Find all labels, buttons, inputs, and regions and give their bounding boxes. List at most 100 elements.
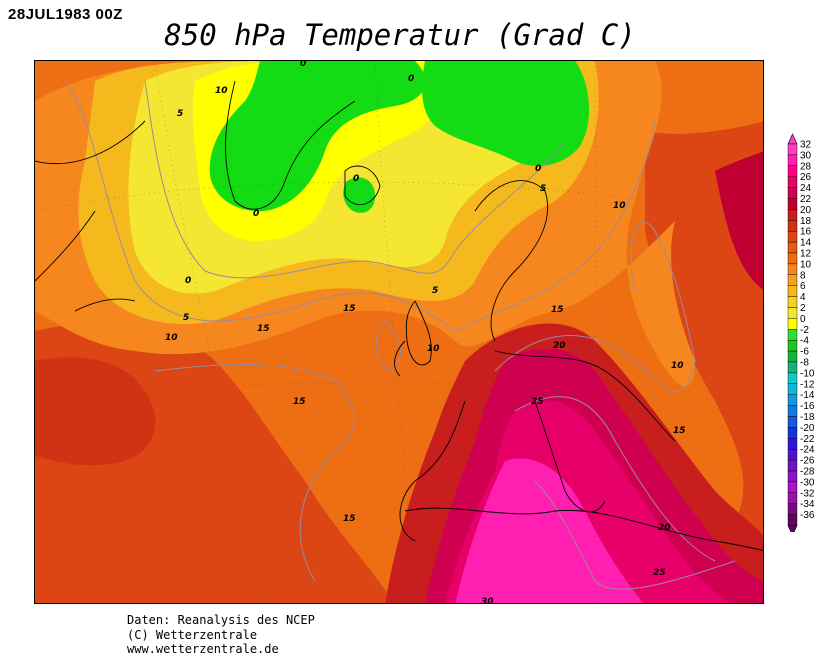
- legend-swatch: [787, 187, 798, 199]
- legend-level: -2: [800, 325, 809, 336]
- legend-level: 16: [800, 227, 812, 238]
- legend-level: -22: [800, 434, 815, 445]
- legend-level: 12: [800, 249, 812, 260]
- legend-level: 0: [800, 314, 806, 325]
- legend-swatch: [787, 154, 798, 166]
- legend-swatch: [787, 514, 798, 526]
- map-title: 850 hPa Temperatur (Grad C): [164, 18, 636, 52]
- coastlines: [35, 80, 763, 551]
- legend-level: -26: [800, 456, 815, 467]
- legend-level: 10: [800, 259, 812, 270]
- legend-level: -30: [800, 477, 815, 488]
- legend-level: -32: [800, 488, 815, 499]
- iso-label: 15: [673, 426, 686, 436]
- legend-swatch: [787, 438, 798, 450]
- legend-level: 24: [800, 183, 812, 194]
- legend-swatch: [787, 416, 798, 428]
- field-band-18: [35, 357, 156, 466]
- legend-level: -28: [800, 467, 815, 478]
- legend-level: -18: [800, 412, 815, 423]
- field-east-warm: [596, 121, 763, 603]
- iso-label: 5: [177, 109, 183, 119]
- field-iceland-cold: [343, 177, 375, 213]
- credits-copyright: (C) Wetterzentrale: [127, 627, 258, 642]
- iso-label: 15: [293, 397, 306, 407]
- legend-swatch: [787, 361, 798, 374]
- legend-level: -14: [800, 390, 815, 401]
- iso-label: 0: [185, 276, 191, 286]
- legend-swatch: [787, 318, 798, 330]
- iso-label: 0: [408, 74, 414, 84]
- temperature-field: 10 5 0 0 0 0 0 5 10 0 5 10 15 15 5 15 10…: [35, 61, 763, 603]
- legend-swatch: [787, 230, 798, 243]
- iso-label: 25: [653, 568, 666, 578]
- legend-level: -36: [800, 510, 815, 521]
- legend-arrow-bottom: [787, 525, 798, 537]
- temperature-map: 10 5 0 0 0 0 0 5 10 0 5 10 15 15 5 15 10…: [34, 60, 764, 604]
- legend-swatch: [787, 274, 798, 286]
- iso-label: 5: [183, 313, 189, 323]
- legend-level: 26: [800, 172, 812, 183]
- legend-swatch: [787, 198, 798, 210]
- legend-level: 28: [800, 161, 812, 172]
- iso-label: 5: [540, 184, 546, 194]
- legend-swatch: [787, 503, 798, 515]
- iso-label: 15: [343, 304, 356, 314]
- legend-level: -34: [800, 499, 815, 510]
- legend-swatch: [787, 296, 798, 308]
- color-legend: 32 30 28 26 24 22 20 18 16 14 12 10 8 6 4 2 0 -2 -4 -6 -8 -10…: [784, 132, 824, 537]
- iso-label: 0: [353, 174, 359, 184]
- iso-label: 15: [257, 324, 270, 334]
- legend-level: -24: [800, 445, 815, 456]
- legend-level: -20: [800, 423, 815, 434]
- legend-swatch: [787, 470, 798, 483]
- iso-label: 20: [658, 523, 671, 533]
- legend-swatch: [787, 459, 798, 472]
- iso-label: 0: [300, 61, 306, 69]
- legend-swatch: [787, 143, 798, 156]
- legend-swatch: [787, 405, 798, 417]
- iso-label: 10: [215, 86, 228, 96]
- field-east-hot: [715, 151, 763, 290]
- iso-label: 0: [253, 209, 259, 219]
- legend-swatch: [787, 492, 798, 504]
- isotherms: [64, 80, 736, 590]
- legend-level: 6: [800, 281, 806, 292]
- credits: Daten: Reanalysis des NCEP (C) Wetterzen…: [127, 613, 315, 657]
- legend-swatch: [787, 394, 798, 406]
- legend-level: 30: [800, 150, 812, 161]
- legend-swatch: [787, 285, 798, 297]
- legend-swatch: [787, 307, 798, 319]
- legend-level: -10: [800, 368, 815, 379]
- credits-data-source: Daten: Reanalysis des NCEP: [127, 613, 315, 627]
- iso-label: 15: [551, 305, 564, 315]
- credits-website: www.wetterzentrale.de: [127, 642, 279, 656]
- legend-level: 32: [800, 140, 812, 151]
- graticule: [35, 61, 763, 603]
- iso-label: 25: [531, 397, 544, 407]
- iso-label: 10: [427, 344, 440, 354]
- isotherm-labels: 10 5 0 0 0 0 0 5 10 0 5 10 15 15 5 15 10…: [165, 61, 686, 603]
- iso-label: 15: [343, 514, 356, 524]
- legend-level: -6: [800, 347, 809, 358]
- legend-arrow-top: [787, 133, 798, 145]
- legend-level: -16: [800, 401, 815, 412]
- legend-level: -12: [800, 379, 815, 390]
- legend-level: 18: [800, 216, 812, 227]
- legend-swatch: [787, 252, 798, 265]
- legend-swatch: [787, 241, 798, 254]
- legend-level: 8: [800, 270, 806, 281]
- legend-level: 4: [800, 292, 806, 303]
- legend-swatch: [787, 263, 798, 275]
- legend-swatch: [787, 176, 798, 188]
- legend-swatch: [787, 220, 798, 232]
- legend-swatch: [787, 481, 798, 493]
- legend-svg: 32302826242220181614121086420-2-4-6-8-10…: [787, 133, 815, 537]
- field-med-30: [455, 458, 644, 603]
- iso-label: 20: [553, 341, 566, 351]
- legend-swatch: [787, 383, 798, 395]
- legend-level: 14: [800, 238, 812, 249]
- legend-swatch: [787, 165, 798, 177]
- iso-label: 10: [613, 201, 626, 211]
- legend-level: 2: [800, 303, 806, 314]
